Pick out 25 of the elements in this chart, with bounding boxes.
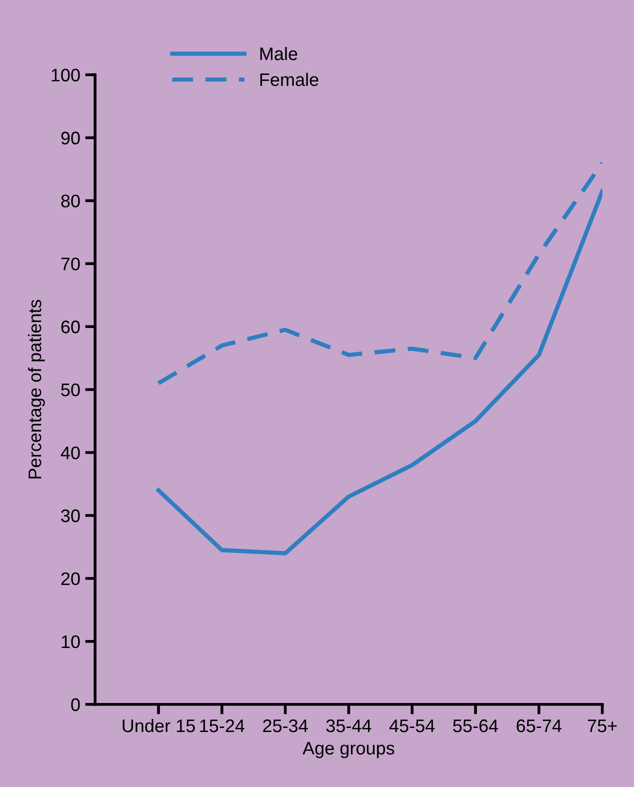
y-tick-label: 90: [61, 132, 80, 144]
y-tick-label: 0: [71, 698, 80, 712]
x-axis-title: Age groups: [302, 742, 394, 758]
x-tick-label: Under 15: [122, 718, 195, 732]
legend-label: Female: [260, 72, 318, 86]
y-tick-label: 20: [61, 572, 80, 586]
x-tick-label: 55-64: [453, 719, 498, 732]
line-series: [156, 160, 602, 386]
y-tick-label: 40: [60, 446, 80, 460]
y-axis-title: Percentage of patients: [28, 300, 45, 478]
x-tick-label: 25-34: [263, 719, 308, 732]
x-tick-label: 15-24: [200, 719, 244, 732]
legend-label: Male: [260, 46, 298, 60]
y-tick-label: 80: [61, 194, 80, 208]
x-tick-label: 75+: [588, 720, 617, 732]
y-tick-label: 10: [62, 635, 80, 648]
y-tick-label: 100: [52, 68, 80, 82]
y-tick-label: 30: [61, 509, 80, 522]
line-series: [156, 189, 602, 556]
y-tick-label: 70: [61, 258, 80, 270]
x-tick-label: 45-54: [389, 720, 435, 732]
y-tick-label: 60: [61, 320, 80, 334]
y-tick-label: 50: [61, 384, 80, 396]
x-tick-label: 65-74: [516, 719, 562, 732]
x-tick-label: 35-44: [326, 719, 372, 732]
